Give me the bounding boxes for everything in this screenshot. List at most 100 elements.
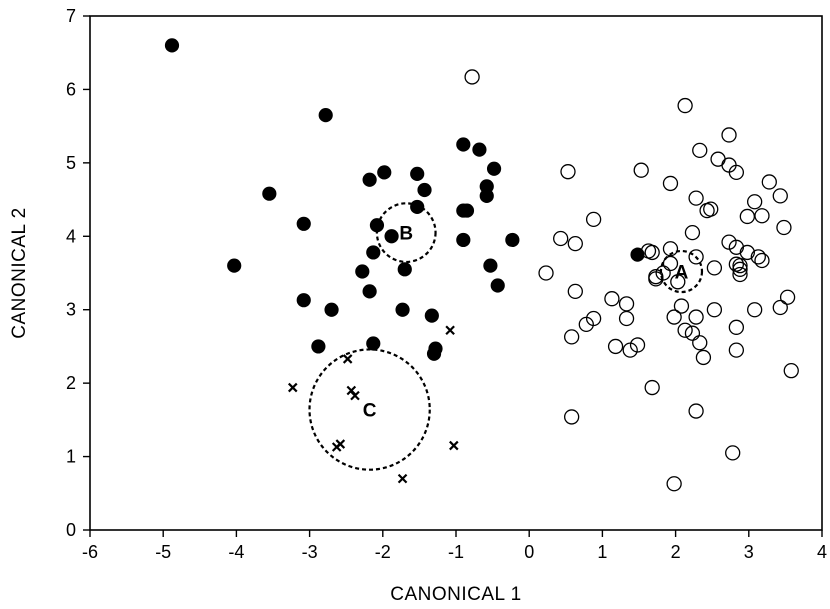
x-tick-label: -6 — [82, 542, 98, 562]
open-circle-point — [732, 258, 748, 274]
y-axis-title: CANONICAL 2 — [9, 207, 30, 339]
x-tick-label: 2 — [671, 542, 681, 562]
open-circle-point — [629, 337, 646, 353]
open-circle-point — [728, 164, 745, 181]
open-circle-point — [739, 208, 755, 225]
filled-circle-point — [296, 216, 311, 231]
filled-circle-point — [377, 165, 392, 180]
open-circle-point — [607, 338, 624, 355]
open-circle-point — [728, 342, 745, 358]
open-circle-point — [567, 235, 583, 252]
open-circle-point — [564, 329, 580, 345]
open-circle-point — [721, 157, 737, 173]
filled-circle-point — [490, 278, 505, 293]
filled-circle-point — [311, 339, 326, 354]
filled-circle-point — [397, 262, 412, 277]
open-circle-point — [673, 298, 690, 314]
open-circle-point — [585, 211, 602, 228]
y-tick-label: 7 — [66, 6, 76, 26]
x-tick-label: -5 — [155, 542, 171, 562]
open-circle-point — [747, 302, 763, 318]
open-circle-point — [684, 224, 701, 241]
y-tick-label: 6 — [66, 79, 76, 99]
filled-circle-point — [366, 245, 381, 260]
filled-circle-point — [262, 186, 277, 201]
filled-circle-point — [410, 199, 425, 215]
filled-circle-point — [410, 166, 425, 181]
filled-circle-point — [479, 188, 494, 203]
y-tick-label: 4 — [66, 226, 76, 246]
open-circle-point — [728, 319, 745, 335]
open-circle-point — [750, 249, 766, 265]
open-circle-point — [538, 265, 554, 281]
open-circle-point — [618, 310, 635, 327]
cluster-label-b: B — [399, 224, 413, 245]
open-circle-point — [688, 403, 704, 419]
open-circle-point — [688, 309, 704, 325]
x-tick-label: -2 — [375, 542, 391, 562]
x-tick-label: -4 — [228, 542, 244, 562]
open-circle-point — [677, 322, 693, 338]
open-circle-point — [677, 97, 693, 114]
filled-circle-point — [355, 264, 370, 279]
open-circle-point — [779, 289, 796, 305]
filled-circle-point — [424, 308, 439, 323]
open-circle-point — [710, 151, 726, 167]
open-circle-point — [732, 261, 748, 277]
cross-point — [397, 473, 408, 484]
x-tick-label: -1 — [448, 542, 464, 562]
open-circle-point — [560, 164, 576, 180]
filled-circle-point — [459, 203, 475, 218]
open-circle-point — [739, 244, 755, 261]
open-circle-point — [604, 291, 620, 307]
open-circle-point — [670, 274, 686, 290]
open-circle-point — [706, 260, 723, 276]
open-circle-point — [692, 335, 708, 351]
filled-circle-point — [505, 232, 520, 248]
y-tick-label: 3 — [66, 300, 76, 320]
open-circle-point — [666, 476, 682, 492]
filled-circle-point — [472, 142, 487, 157]
open-circle-point — [684, 325, 701, 341]
filled-circle-point — [456, 137, 471, 152]
cluster-circle-b — [375, 202, 437, 264]
open-circle-point — [644, 244, 660, 261]
open-circle-point — [662, 241, 679, 257]
open-circle-point — [633, 162, 649, 178]
x-axis-title: CANONICAL 1 — [390, 584, 522, 605]
filled-circle-point — [296, 293, 311, 308]
y-tick-label: 1 — [66, 447, 76, 467]
open-circle-point — [695, 349, 712, 366]
y-tick-label: 0 — [66, 520, 76, 540]
open-circle-point — [772, 188, 788, 204]
filled-circle-point — [630, 247, 645, 262]
open-circle-point — [754, 208, 770, 224]
open-circle-point — [464, 69, 480, 85]
open-circle-point — [772, 299, 788, 316]
filled-circle-point — [227, 258, 242, 273]
open-circle-point — [585, 310, 602, 327]
x-tick-label: 4 — [817, 542, 827, 562]
filled-circle-point — [426, 346, 442, 361]
cross-point — [287, 382, 298, 393]
cross-point — [331, 442, 342, 452]
open-circle-point — [618, 296, 635, 312]
plot-frame — [89, 15, 823, 531]
filled-circle-point — [395, 302, 410, 317]
y-tick-label: 2 — [66, 373, 76, 393]
open-circle-point — [553, 230, 569, 247]
open-circle-point — [761, 174, 777, 190]
cross-point — [449, 440, 459, 451]
filled-circle-point — [164, 38, 180, 53]
cluster-circle-c — [308, 348, 431, 471]
filled-circle-point — [366, 336, 381, 351]
open-circle-point — [688, 190, 704, 206]
cross-point — [350, 390, 360, 401]
open-circle-point — [662, 175, 679, 192]
open-circle-point — [666, 309, 682, 325]
filled-circle-point — [486, 161, 502, 176]
open-circle-point — [692, 142, 708, 159]
y-tick-label: 5 — [66, 153, 76, 173]
filled-circle-point — [362, 172, 377, 187]
